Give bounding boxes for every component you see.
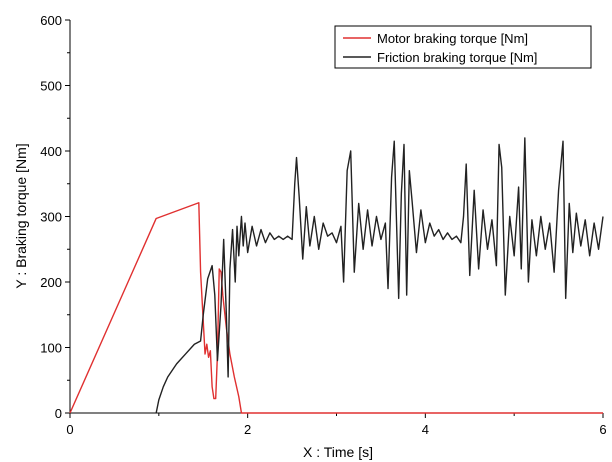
x-tick-label: 2	[244, 422, 251, 437]
y-tick-label: 300	[40, 210, 62, 225]
y-tick-label: 100	[40, 341, 62, 356]
series-line-motor	[69, 202, 603, 414]
y-tick-label: 600	[40, 13, 62, 28]
legend-box	[334, 25, 592, 69]
x-tick-label: 6	[599, 422, 606, 437]
y-tick-label: 0	[55, 406, 62, 421]
y-tick-label: 400	[40, 144, 62, 159]
x-axis-label: X : Time [s]	[303, 444, 373, 460]
y-axis-label: Y : Braking torque [Nm]	[13, 143, 29, 288]
series-lines	[69, 137, 604, 414]
y-tick-label: 200	[40, 275, 62, 290]
axes: 0 100 200 300 400 500 600 0 2 4 6	[40, 13, 606, 437]
x-tick-label: 0	[66, 422, 73, 437]
legend-label-motor: Motor braking torque [Nm]	[377, 31, 528, 46]
y-tick-label: 500	[40, 79, 62, 94]
legend-label-friction: Friction braking torque [Nm]	[377, 50, 537, 65]
x-tick-label: 4	[422, 422, 429, 437]
series-line-friction	[155, 137, 604, 414]
legend: Motor braking torque [Nm] Friction braki…	[334, 25, 592, 69]
